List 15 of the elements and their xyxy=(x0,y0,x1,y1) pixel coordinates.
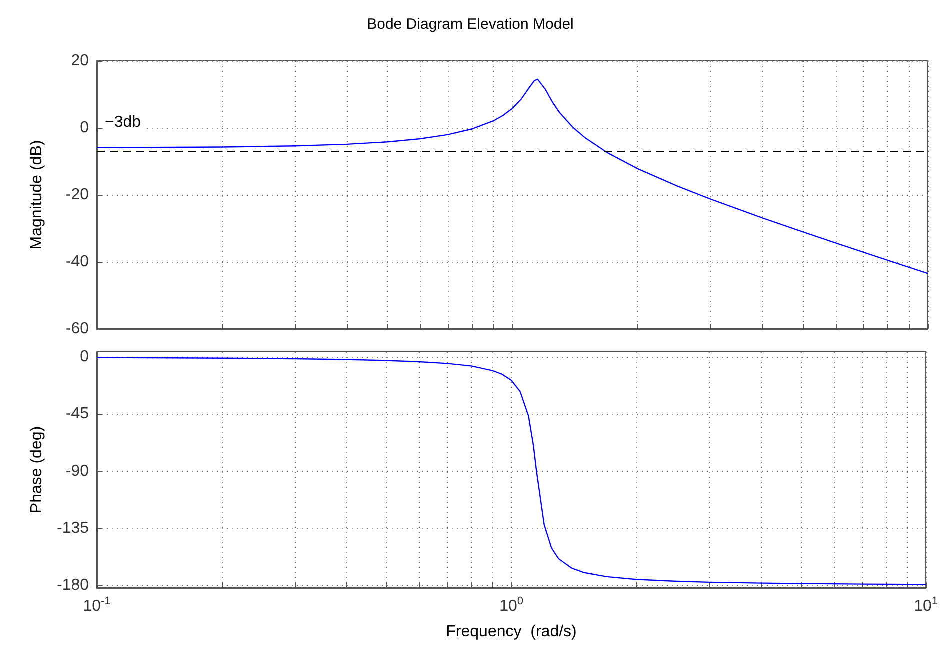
y-tick-label: -60 xyxy=(66,320,90,338)
y-axis-title: Magnitude (dB) xyxy=(28,140,46,250)
ref-line-label: −3db xyxy=(105,114,142,131)
y-tick-label: -45 xyxy=(66,406,90,423)
y-tick-label: -40 xyxy=(66,254,90,270)
y-tick-label: 0 xyxy=(80,120,90,136)
chart-title: Bode Diagram Elevation Model xyxy=(367,16,574,33)
y-tick-label: -20 xyxy=(66,186,90,204)
y-tick-label: 0 xyxy=(80,348,90,366)
y-tick-label: 20 xyxy=(71,52,90,70)
y-tick-label: -180 xyxy=(56,576,90,594)
y-axis-title: Phase (deg) xyxy=(28,426,46,514)
y-tick-label: -90 xyxy=(66,462,90,480)
x-axis-title: Frequency (rad/s) xyxy=(446,624,577,640)
y-tick-label: -135 xyxy=(56,520,90,537)
